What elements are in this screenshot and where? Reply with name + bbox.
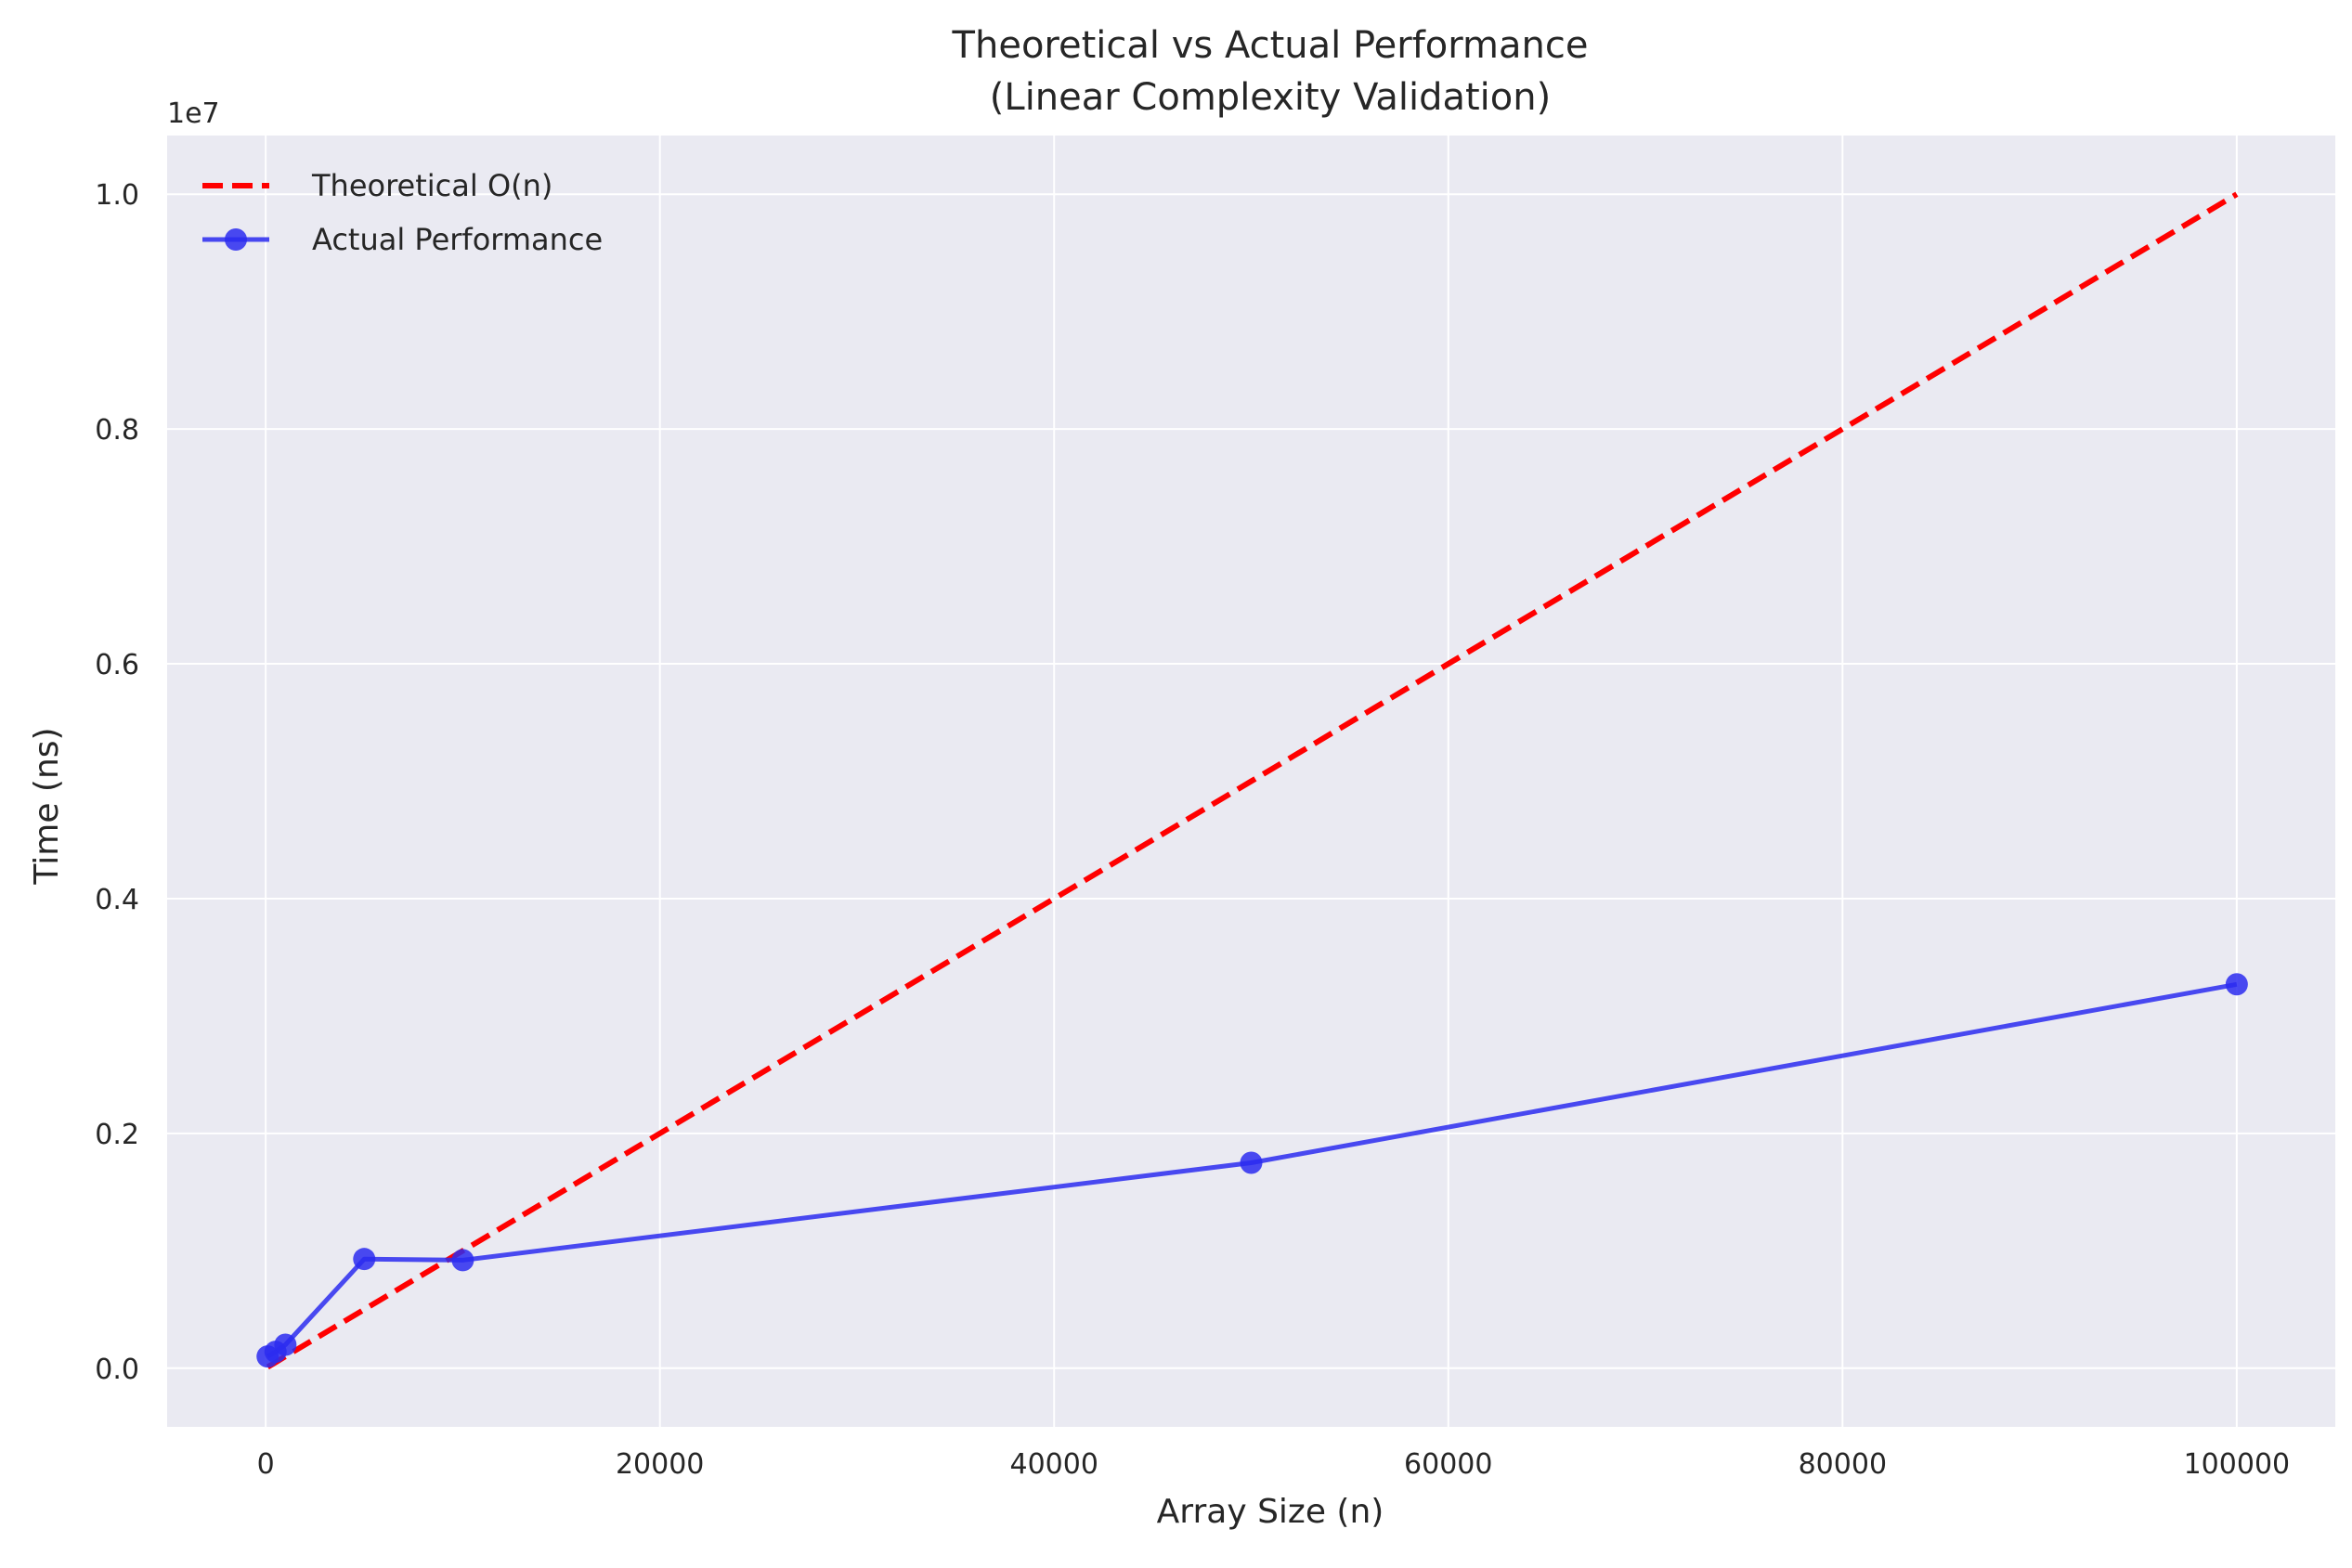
legend-label: Actual Performance: [312, 222, 603, 257]
y-tick-label: 1.0: [95, 179, 139, 212]
y-tick-label: 0.0: [95, 1354, 139, 1386]
x-axis-ticks: 0 20000 40000 60000 80000 100000: [257, 1448, 2291, 1481]
x-tick-label: 100000: [2184, 1448, 2291, 1481]
x-tick-label: 60000: [1404, 1448, 1492, 1481]
y-axis-label: Time (ns): [28, 727, 66, 885]
y-axis-ticks: 0.0 0.2 0.4 0.6 0.8 1.0: [95, 179, 139, 1386]
y-tick-label: 0.6: [95, 649, 139, 681]
chart-title-line-1: Theoretical vs Actual Performance: [952, 24, 1589, 67]
y-tick-label: 0.8: [95, 414, 139, 447]
data-point: [1240, 1151, 1263, 1174]
x-tick-label: 40000: [1010, 1448, 1098, 1481]
grid: [167, 136, 2335, 1427]
x-tick-label: 0: [257, 1448, 275, 1481]
y-tick-label: 0.2: [95, 1119, 139, 1151]
data-point: [274, 1333, 297, 1356]
y-axis-offset-label: 1e7: [167, 97, 220, 130]
series-layer: [256, 191, 2248, 1370]
x-tick-label: 20000: [616, 1448, 704, 1481]
legend-marker: [225, 228, 247, 251]
chart-title-line-2: (Linear Complexity Validation): [990, 76, 1551, 119]
legend: Theoretical O(n) Actual Performance: [202, 168, 603, 257]
data-point: [451, 1249, 474, 1272]
x-tick-label: 80000: [1799, 1448, 1887, 1481]
data-point: [353, 1248, 376, 1271]
x-axis-label: Array Size (n): [1157, 1493, 1384, 1531]
y-tick-label: 0.4: [95, 884, 139, 916]
legend-label: Theoretical O(n): [311, 168, 552, 203]
data-point: [2225, 973, 2248, 996]
